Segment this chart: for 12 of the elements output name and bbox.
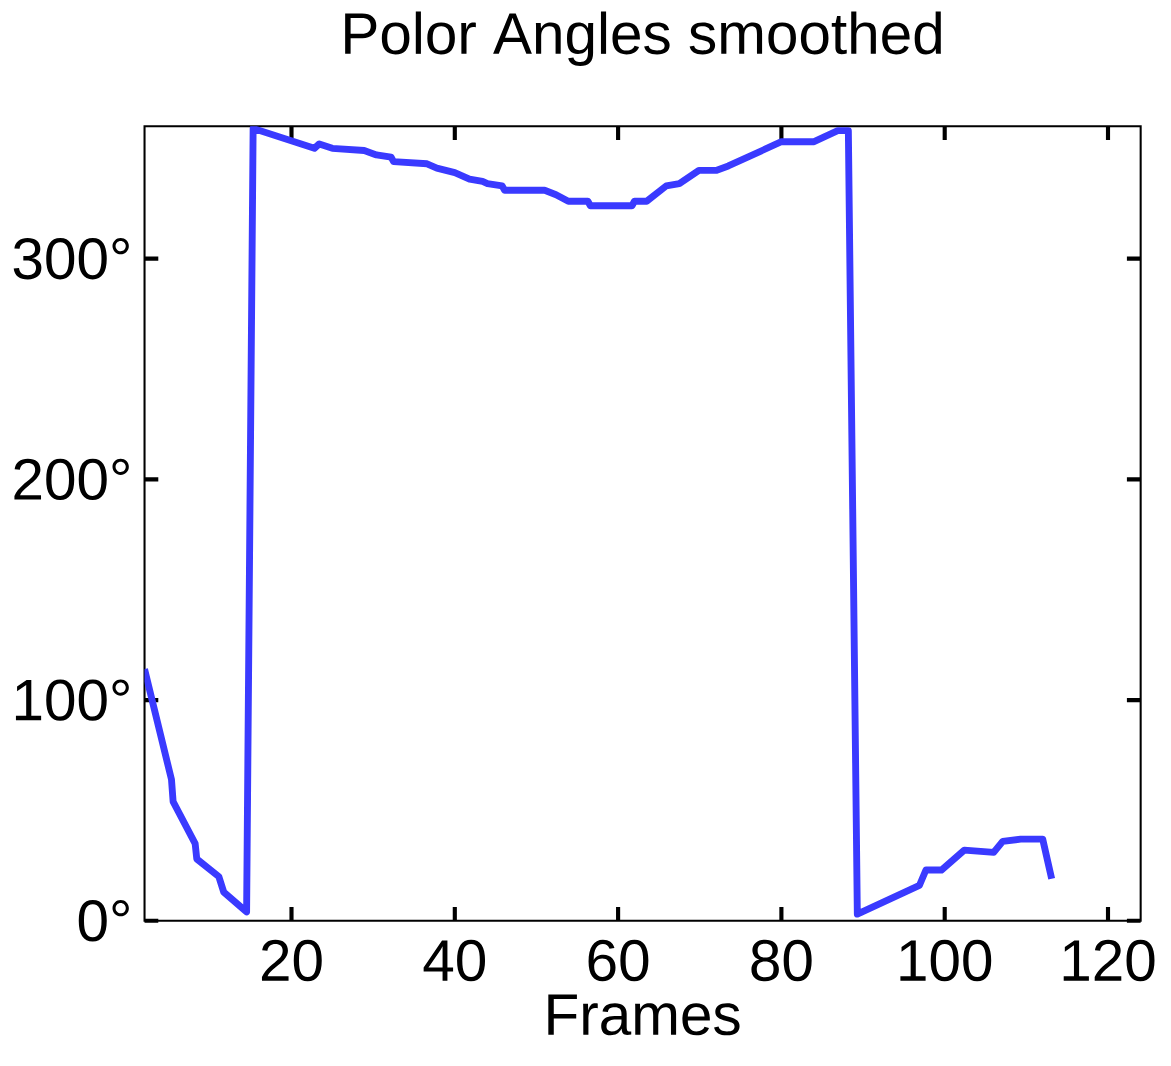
chart-title: Polor Angles smoothed [345,11,941,67]
x-tick-label: 40 [423,940,486,982]
x-axis-title: Frames [548,994,740,1036]
x-tick-label: 100 [900,940,992,982]
y-tick-label: 100° [15,679,129,721]
x-tick-label: 20 [261,940,322,982]
y-tick-label: 0° [78,900,129,942]
y-tick-label: 200° [14,458,129,501]
x-tick-label: 120 [1063,940,1155,982]
x-tick-label: 60 [588,940,649,982]
x-tick-label: 80 [751,940,812,982]
y-tick-label: 300° [13,238,129,280]
